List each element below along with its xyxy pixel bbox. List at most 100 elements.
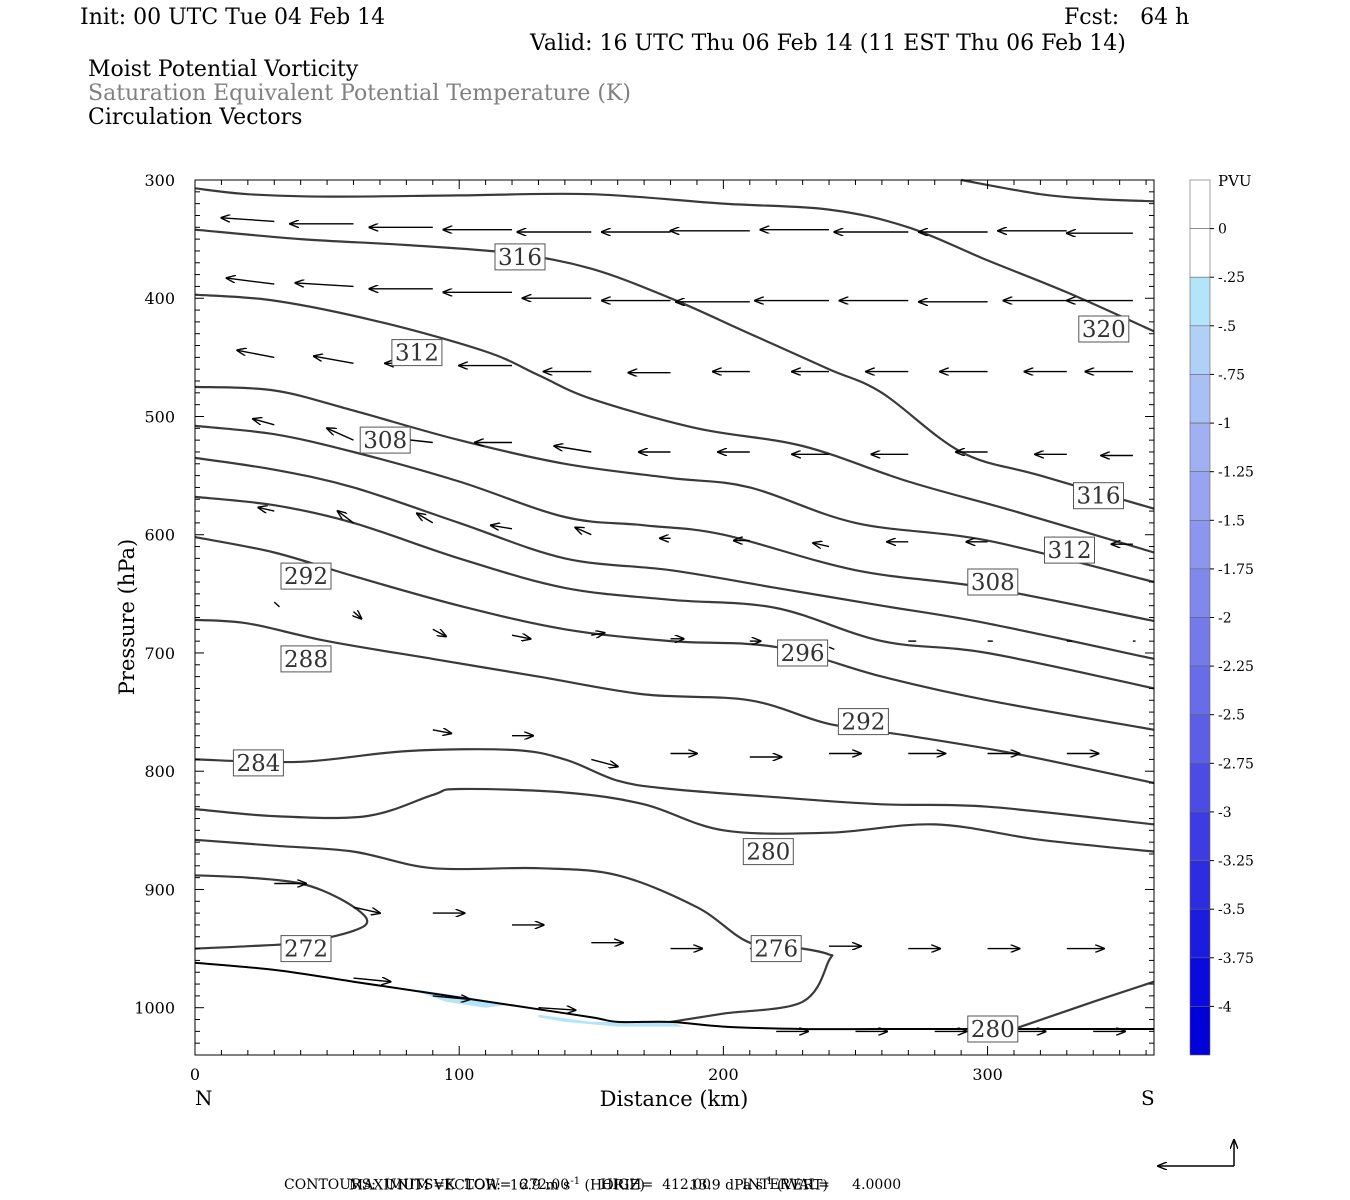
colorbar-segment: [1189, 471, 1211, 521]
vert-exp: -1: [762, 1176, 773, 1187]
colorbar-label: -3: [1218, 805, 1232, 821]
y-tick-label: 900: [144, 881, 175, 900]
colorbar-label: -2.75: [1218, 756, 1254, 772]
contour-label: 316: [498, 245, 542, 271]
field-label-theta-es: Saturation Equivalent Potential Temperat…: [88, 81, 631, 106]
pv-colorbar: 0 -.25 -.5 -.75 -1 -1.25 -1.5 -1.75 -2 -2.25 -2.5 -…: [1189, 179, 1254, 1056]
circulation-vector: [813, 543, 830, 547]
x-tick-label: 100: [444, 1065, 475, 1084]
circulation-vector: [314, 356, 354, 364]
colorbar-segment: [1189, 276, 1211, 327]
contour-label: 296: [781, 641, 825, 667]
reference-vector: [1158, 1140, 1234, 1166]
contour-label: 292: [284, 564, 328, 590]
colorbar-label: -1: [1218, 416, 1232, 432]
colorbar-label: -3.5: [1218, 902, 1245, 918]
theta-contour-320: [194, 187, 1155, 333]
contour-label-box: [967, 1015, 1019, 1043]
colorbar-label: -.75: [1218, 367, 1245, 383]
colorbar-segment: [1189, 325, 1211, 375]
max-vector-label: MAXIMUM VECTOR:: [348, 1177, 501, 1194]
end-label-north: N: [195, 1086, 213, 1110]
circulation-vector: [491, 525, 513, 529]
x-tick-label: 200: [708, 1065, 739, 1084]
theta-contour-276: [194, 838, 834, 1023]
contour-label: 320: [1082, 317, 1126, 343]
circulation-vector: [253, 419, 275, 426]
contour-label: 280: [971, 1017, 1015, 1043]
x-tick-label: 300: [972, 1065, 1003, 1084]
circulation-vector: [327, 428, 354, 441]
contour-label: 312: [1048, 538, 1092, 564]
circulation-vector: [591, 758, 617, 766]
y-tick-label: 1000: [134, 999, 175, 1018]
x-axis-label: Distance (km): [600, 1087, 749, 1111]
colorbar-segment: [1189, 519, 1211, 570]
y-axis-label: Pressure (hPa): [115, 539, 139, 695]
circulation-vector: [511, 635, 531, 639]
contour-label: 308: [363, 428, 407, 454]
pv-shading-area: [538, 1014, 684, 1027]
colorbar-segment: [1189, 860, 1211, 910]
contour-label-box: [967, 568, 1019, 596]
contour-label: 284: [236, 751, 280, 777]
theta-contour-288: [194, 618, 1155, 785]
circulation-vector: [417, 513, 434, 524]
plot-frame: [194, 179, 1155, 1056]
colorbar-label: -2.25: [1218, 659, 1254, 675]
circulation-vector: [273, 601, 280, 608]
contour-label: 312: [395, 341, 439, 367]
colorbar-segment: [1189, 908, 1211, 959]
valid-time: Valid: 16 UTC Thu 06 Feb 14 (11 EST Thu …: [530, 31, 1126, 56]
circulation-vector: [338, 511, 354, 524]
contour-label: 276: [754, 937, 798, 963]
horiz-tag: (HORIZ): [584, 1177, 645, 1194]
theta-contour-272: [194, 874, 369, 950]
colorbar-label: -2: [1218, 611, 1232, 627]
theta-contour-292: [194, 536, 1155, 731]
contour-label-box: [837, 708, 889, 736]
circulation-vector: [353, 906, 380, 913]
ground-line: [194, 961, 1154, 1031]
circulation-vector: [295, 283, 354, 287]
colorbar-label: 0: [1218, 222, 1227, 238]
theta-contour-280: [1013, 980, 1155, 1031]
circulation-vector: [538, 1008, 575, 1010]
contour-label: 308: [971, 570, 1015, 596]
colorbar-label: -4: [1218, 999, 1232, 1015]
contour-label-box: [232, 749, 284, 777]
field-label-mpv: Moist Potential Vorticity: [88, 57, 359, 82]
contour-label-box: [391, 339, 443, 367]
contour-label-box: [280, 935, 332, 963]
theta-contour-316: [194, 228, 1155, 510]
theta-contour-300: [194, 456, 1155, 660]
colorbar-segment: [1189, 422, 1211, 473]
colorbar-label: -3.75: [1218, 951, 1254, 967]
colorbar-segment: [1189, 762, 1211, 813]
axes: 300 400 500 600 700 800 900 1000 0 100 200 300: [134, 171, 1154, 1084]
theta-contour-304: [194, 424, 1155, 623]
contour-label: 280: [746, 840, 790, 866]
theta-contour-280: [194, 787, 1155, 853]
contour-label: 272: [284, 937, 328, 963]
colorbar-label: -1.5: [1218, 513, 1245, 529]
contour-label: 292: [841, 710, 885, 736]
contour-labels: 316 320 312 308 316 312 308 292 296 288 292 284 280 2…: [232, 243, 1130, 1043]
circulation-vector: [237, 350, 275, 359]
circulation-vector: [432, 730, 452, 734]
horiz-max: 16.9 m s: [509, 1177, 571, 1194]
colorbar-segment: [1189, 179, 1211, 229]
colorbar-label: -.5: [1218, 319, 1236, 335]
field-label-vectors: Circulation Vectors: [88, 105, 303, 130]
theta-contour-296: [194, 495, 1155, 690]
max-vector-line: MAXIMUM VECTOR: 16.9 m s-1 (HORIZ) 13.9 …: [340, 1158, 828, 1194]
circulation-vector: [354, 612, 362, 619]
contour-label-box: [359, 426, 411, 454]
colorbar-label: -3.25: [1218, 854, 1254, 870]
vert-max: 13.9 dPa s: [689, 1177, 763, 1194]
circulation-vector: [554, 446, 592, 453]
contour-label-box: [1073, 482, 1124, 510]
colorbar-label: -.25: [1218, 270, 1245, 286]
horiz-exp: -1: [570, 1176, 581, 1187]
